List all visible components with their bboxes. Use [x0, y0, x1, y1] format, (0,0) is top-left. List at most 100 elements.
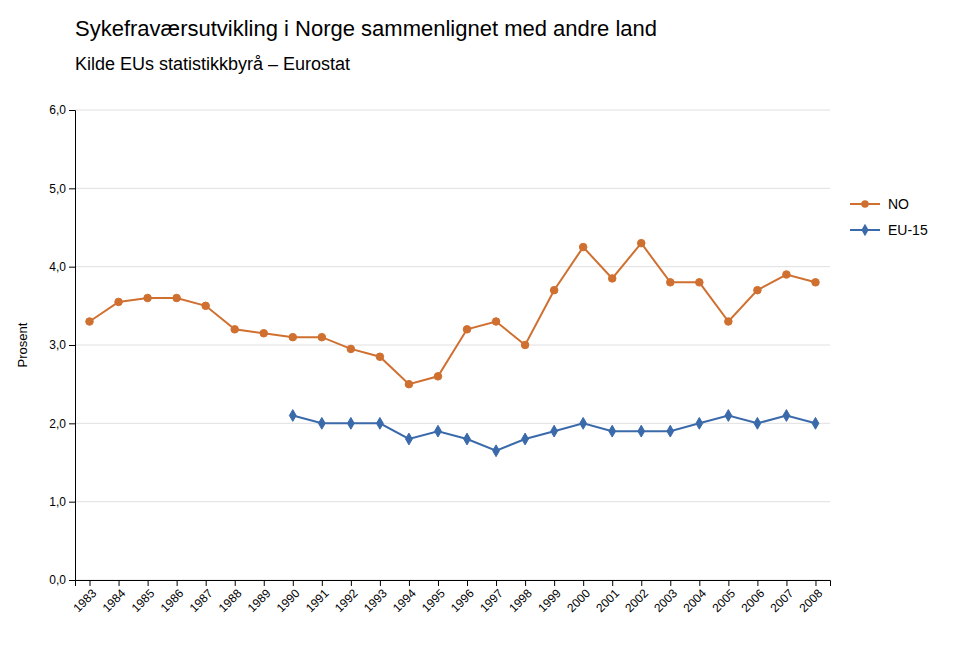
point: [463, 326, 471, 334]
x-tick-label: 2008: [797, 586, 826, 615]
x-tick: 1990: [274, 580, 303, 615]
x-tick-mark: [177, 580, 178, 586]
x-tick-mark: [728, 580, 729, 586]
x-tick-mark: [235, 580, 236, 586]
point: [725, 410, 732, 422]
y-tick-label: 1,0: [49, 495, 66, 509]
legend-item: NO: [850, 196, 909, 212]
point: [521, 341, 529, 349]
legend-label: NO: [888, 196, 909, 212]
x-tick: 1993: [361, 580, 390, 615]
x-tick-mark: [351, 580, 352, 586]
y-tick-label: 0,0: [49, 573, 66, 587]
y-tick-mark: [69, 345, 75, 346]
x-tick-mark: [815, 580, 816, 586]
point: [812, 417, 819, 429]
x-tick-mark: [554, 580, 555, 586]
x-tick: 1988: [216, 580, 245, 615]
x-tick-label: 2002: [622, 586, 651, 615]
point: [406, 433, 413, 445]
x-tick-label: 1995: [419, 586, 448, 615]
x-tick-label: 1990: [274, 586, 303, 615]
marks: [86, 239, 820, 456]
legend: NO EU-15: [850, 196, 928, 238]
point: [347, 417, 354, 429]
x-axis: 1983198419851986198719881989199019911992…: [71, 580, 831, 615]
x-tick-label: 1996: [448, 586, 477, 615]
x-tick: 1992: [332, 580, 361, 615]
x-tick-mark: [409, 580, 410, 586]
point: [260, 329, 268, 337]
x-tick-label: 2000: [564, 586, 593, 615]
y-tick: 5,0: [49, 182, 75, 196]
x-tick: 1985: [129, 580, 158, 615]
series: [289, 410, 818, 457]
x-tick-mark: [496, 580, 497, 586]
grid-line: [75, 188, 830, 189]
x-tick-mark: [467, 580, 468, 586]
point: [667, 279, 675, 287]
x-tick-mark: [148, 580, 149, 586]
x-tick-label: 1988: [216, 586, 245, 615]
line: [90, 243, 816, 384]
x-tick: 1998: [506, 580, 535, 615]
point: [522, 433, 529, 445]
y-axis-line: [69, 111, 76, 581]
y-tick-label: 2,0: [49, 417, 66, 431]
x-tick-mark: [699, 580, 700, 586]
x-tick-mark: [438, 580, 439, 586]
point: [696, 279, 704, 287]
point: [434, 373, 442, 381]
point: [550, 286, 558, 294]
point: [492, 318, 500, 326]
point: [289, 333, 297, 341]
grid-line: [75, 266, 830, 267]
point: [783, 271, 791, 279]
x-tick-mark: [206, 580, 207, 586]
y-axis: 0,01,02,03,04,05,06,0: [49, 103, 75, 587]
x-tick: 2001: [593, 580, 622, 615]
x-tick-mark: [641, 580, 642, 586]
x-tick-label: 1985: [129, 586, 158, 615]
x-tick-label: 2007: [767, 586, 796, 615]
x-axis-line: [76, 581, 831, 587]
point: [812, 279, 820, 287]
x-tick-label: 1991: [303, 586, 332, 615]
x-tick: 1983: [71, 580, 100, 615]
point: [696, 417, 703, 429]
x-tick-label: 1989: [245, 586, 274, 615]
y-tick-label: 6,0: [49, 103, 66, 117]
x-tick: 2007: [767, 580, 796, 615]
point: [289, 410, 296, 422]
x-tick-label: 1994: [390, 586, 419, 615]
x-tick-label: 1999: [535, 586, 564, 615]
point: [173, 294, 181, 302]
x-tick-mark: [322, 580, 323, 586]
x-tick: 2003: [651, 580, 680, 615]
y-tick-mark: [69, 110, 75, 111]
x-tick: 2005: [709, 580, 738, 615]
x-tick-mark: [380, 580, 381, 586]
y-tick-label: 4,0: [49, 260, 66, 274]
x-tick: 2002: [622, 580, 651, 615]
y-axis-title: Prosent: [15, 322, 30, 367]
y-tick: 4,0: [49, 260, 75, 274]
x-tick-label: 2003: [651, 586, 680, 615]
grid-line: [75, 501, 830, 502]
point: [376, 353, 384, 361]
point: [202, 302, 210, 310]
plot: 1983198419851986198719881989199019911992…: [49, 103, 830, 615]
point: [115, 298, 123, 306]
point: [493, 445, 500, 457]
x-tick-label: 1984: [100, 586, 129, 615]
point: [667, 425, 674, 437]
y-tick: 6,0: [49, 103, 75, 117]
point: [754, 417, 761, 429]
y-tick: 2,0: [49, 417, 75, 431]
point: [580, 417, 587, 429]
legend-label: EU-15: [888, 222, 928, 238]
grid-line: [75, 110, 830, 111]
y-tick-label: 5,0: [49, 182, 66, 196]
x-tick-label: 2006: [738, 586, 767, 615]
x-tick: 1997: [477, 580, 506, 615]
